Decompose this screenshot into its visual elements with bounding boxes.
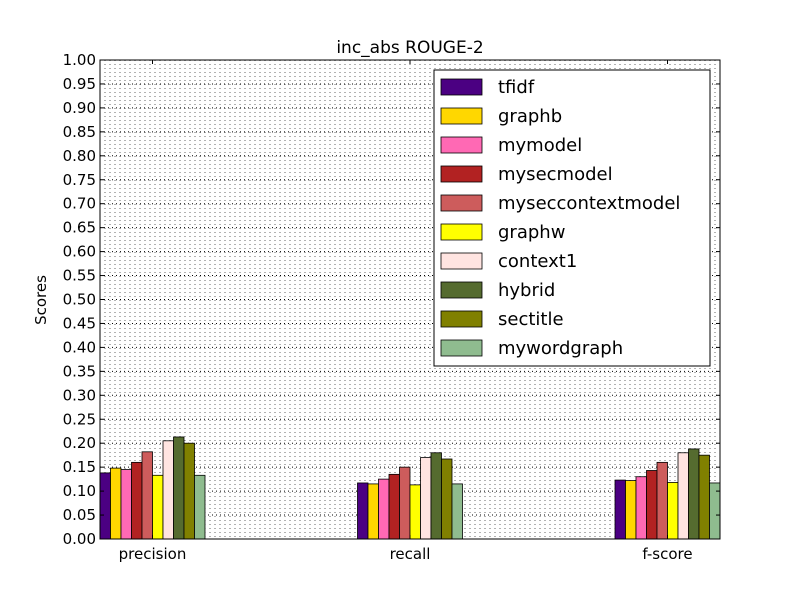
y-tick-label: 0.15 (63, 458, 96, 476)
legend-swatch-graphb (440, 107, 483, 125)
bar-context1-f-score (677, 452, 689, 540)
legend-label-mywordgraph: mywordgraph (498, 338, 623, 359)
legend-label-sectitle: sectitle (498, 309, 564, 330)
legend-swatch-context1 (440, 252, 483, 270)
y-tick-label: 0.95 (63, 75, 96, 93)
bar-tfidf-f-score (614, 479, 626, 540)
bar-hybrid-precision (173, 436, 185, 540)
legend-swatch-tfidf (440, 78, 483, 96)
legend-label-graphb: graphb (498, 106, 562, 127)
y-tick-label: 0.45 (63, 314, 96, 332)
legend-swatch-hybrid (440, 281, 483, 299)
legend-label-graphw: graphw (498, 222, 565, 243)
bar-graphb-f-score (625, 480, 637, 540)
y-tick-label: 0.55 (63, 267, 96, 285)
bar-mysecmodel-f-score (646, 470, 658, 540)
y-tick-label: 0.65 (63, 219, 96, 237)
y-tick-label: 0.40 (63, 338, 96, 356)
bar-mymodel-precision (120, 469, 132, 540)
bar-myseccontextmodel-precision (141, 451, 153, 540)
y-tick-label: 0.25 (63, 410, 96, 428)
bar-sectitle-recall (441, 458, 453, 540)
legend-swatch-myseccontextmodel (440, 194, 483, 212)
legend-label-context1: context1 (498, 251, 577, 272)
bar-context1-recall (420, 457, 432, 540)
y-tick-label: 0.50 (63, 291, 96, 309)
bar-graphw-precision (152, 474, 164, 540)
ticks: 0.00 0.05 0.10 0.15 0.20 0.25 0.30 0.35 0.40 0.45… (63, 51, 720, 563)
legend: tfidf graphb mymodel mysecmodel myseccontext… (433, 69, 711, 367)
plot-frame (99, 59, 721, 540)
y-tick-label: 0.00 (63, 530, 96, 548)
y-tick-label: 0.85 (63, 123, 96, 141)
legend-label-mymodel: mymodel (498, 135, 582, 156)
legend-label-mysecmodel: mysecmodel (498, 164, 613, 185)
y-axis-label: Scores (32, 275, 50, 325)
bar-mysecmodel-recall (388, 473, 400, 540)
legend-label-hybrid: hybrid (498, 280, 555, 301)
legend-label-tfidf: tfidf (498, 77, 535, 98)
x-tick-label-recall: recall (390, 545, 431, 563)
legend-swatch-sectitle (440, 310, 483, 328)
x-tick-label-precision: precision (119, 545, 187, 563)
legend-swatch-mysecmodel (440, 165, 483, 183)
y-tick-label: 0.80 (63, 147, 96, 165)
bar-graphb-recall (367, 483, 379, 540)
bar-context1-precision (162, 440, 174, 540)
bar-mywordgraph-recall (451, 483, 463, 540)
bar-mysecmodel-precision (131, 461, 143, 540)
y-tick-label: 0.90 (63, 99, 96, 117)
bar-hybrid-f-score (688, 448, 700, 540)
bar-mywordgraph-precision (194, 474, 206, 540)
bar-tfidf-recall (357, 482, 369, 540)
bar-sectitle-precision (183, 442, 195, 540)
bars (99, 436, 721, 540)
y-tick-label: 0.20 (63, 434, 96, 452)
y-tick-label: 0.30 (63, 386, 96, 404)
legend-swatch-mywordgraph (440, 339, 483, 357)
bar-hybrid-recall (430, 452, 442, 540)
bar-sectitle-f-score (698, 454, 710, 540)
bar-graphw-f-score (667, 482, 679, 540)
y-tick-label: 0.05 (63, 506, 96, 524)
legend-label-myseccontextmodel: myseccontextmodel (498, 193, 680, 214)
legend-swatch-graphw (440, 223, 483, 241)
bar-tfidf-precision (99, 472, 111, 540)
y-tick-label: 0.75 (63, 171, 96, 189)
bar-graphw-recall (409, 484, 421, 540)
x-tick-label-f-score: f-score (642, 545, 692, 563)
y-tick-label: 0.70 (63, 195, 96, 213)
bar-mymodel-recall (378, 478, 390, 540)
y-tick-label: 0.10 (63, 482, 96, 500)
bar-mymodel-f-score (635, 476, 647, 540)
bar-graphb-precision (110, 467, 122, 540)
legend-swatch-mymodel (440, 136, 483, 154)
y-tick-label: 1.00 (63, 51, 96, 69)
y-tick-label: 0.60 (63, 243, 96, 261)
bar-myseccontextmodel-recall (399, 466, 411, 540)
chart-title: inc_abs ROUGE-2 (336, 38, 483, 58)
bar-myseccontextmodel-f-score (656, 461, 668, 540)
y-tick-label: 0.35 (63, 362, 96, 380)
